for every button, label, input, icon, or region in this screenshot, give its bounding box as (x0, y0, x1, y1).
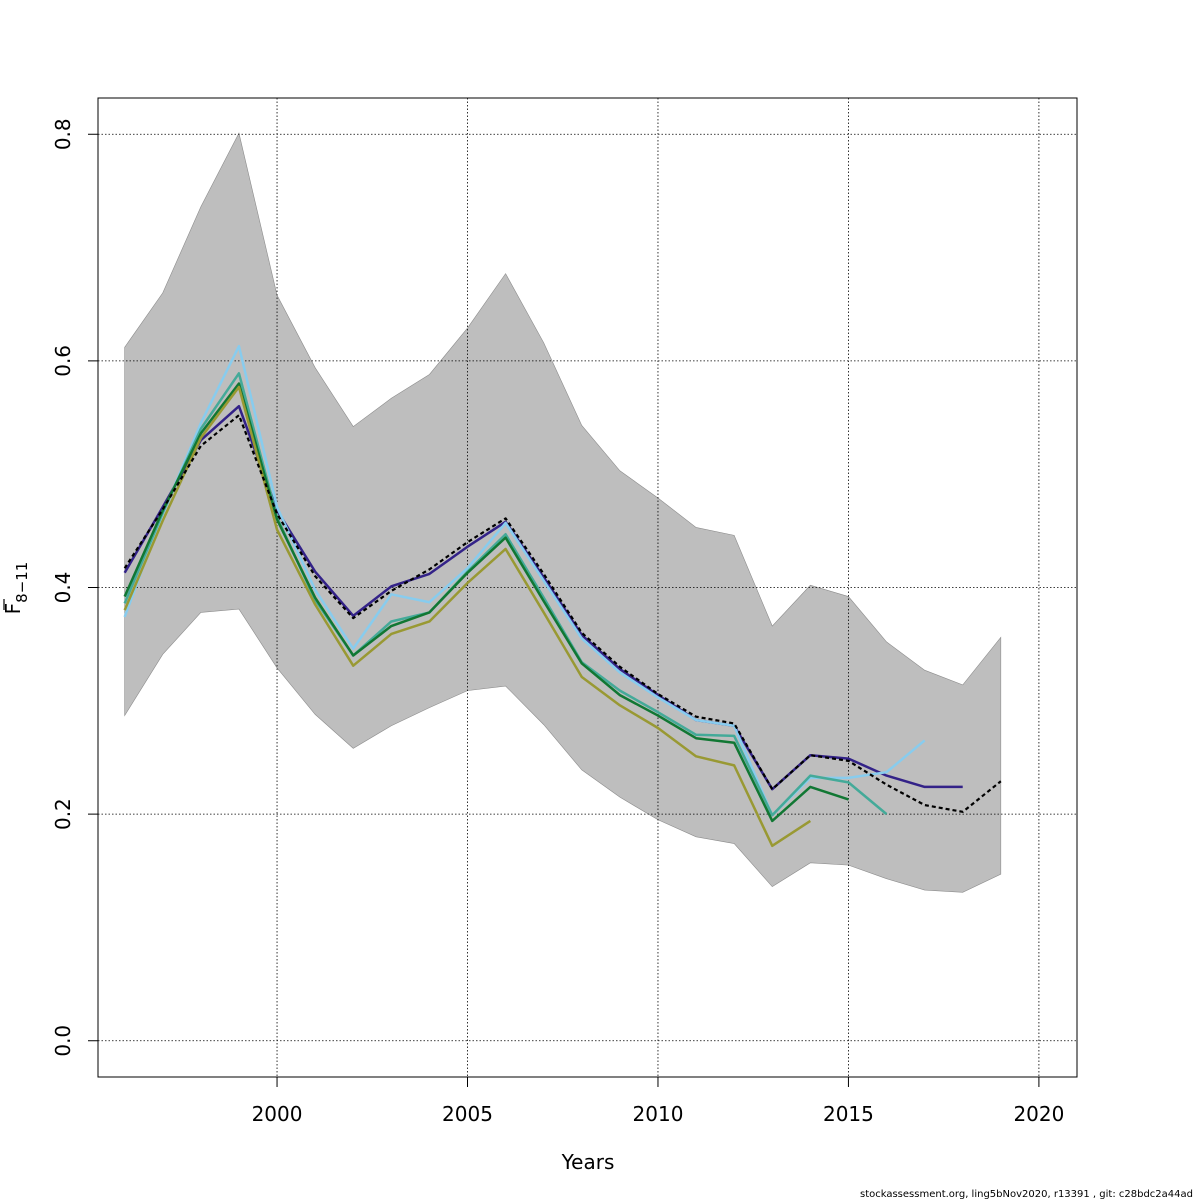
series-line-6 (123, 385, 812, 848)
x-tick-label: 2020 (1013, 1102, 1064, 1126)
y-axis-title-sub: 8−11 (13, 562, 31, 603)
svg-text:F8−11: F8−11 (1, 562, 31, 615)
footer-credit: stockassessment.org, ling5bNov2020, r133… (860, 1189, 1193, 1200)
x-axis-title: Years (561, 1150, 615, 1174)
y-tick-label: 0.0 (51, 1025, 75, 1057)
y-tick-label: 0.4 (51, 572, 75, 604)
y-axis-title-main: F (1, 603, 25, 615)
series-line-1 (123, 414, 1002, 813)
series-layer (123, 344, 1002, 848)
x-tick-label: 2015 (823, 1102, 874, 1126)
confidence-band-layer (124, 132, 1002, 893)
series-line-4 (123, 372, 888, 817)
y-tick-label: 0.8 (51, 118, 75, 150)
x-tick-label: 2010 (633, 1102, 684, 1126)
y-axis-title: F8−11 (1, 562, 31, 615)
axis-layer: 2000 2005 2010 2015 2020 0.0 0.2 0.4 0.6 0.8 (51, 118, 1064, 1126)
y-tick-label: 0.2 (51, 798, 75, 830)
x-tick-label: 2005 (442, 1102, 493, 1126)
grid-layer (98, 98, 1077, 1077)
x-tick-label: 2000 (252, 1102, 303, 1126)
confidence-band (124, 132, 1002, 893)
y-tick-label: 0.6 (51, 345, 75, 377)
